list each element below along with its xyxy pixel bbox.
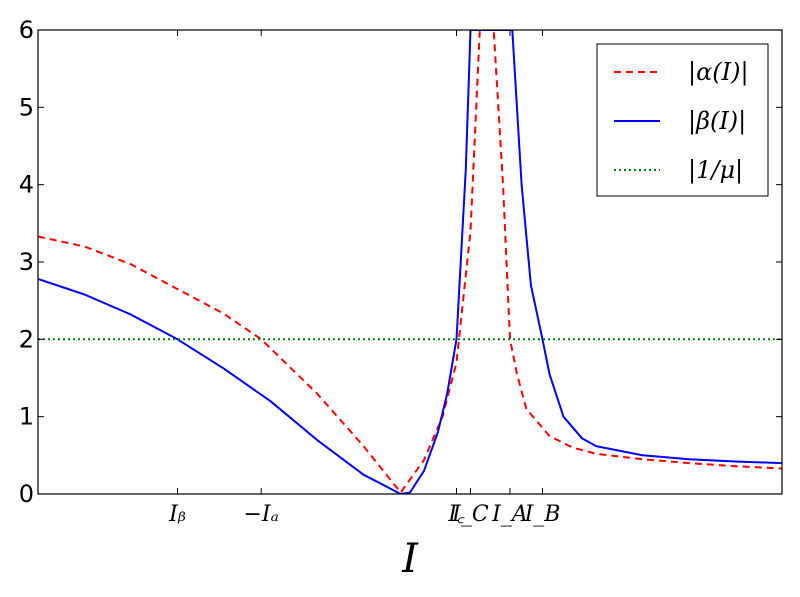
legend-label-2: |β(I)| (688, 107, 746, 136)
legend-label-1: |α(I)| (688, 58, 749, 87)
x-tick-label: I_A (491, 502, 528, 527)
y-axis: 0 1 2 3 4 5 6 (19, 16, 782, 508)
y-tick-label: 5 (19, 93, 34, 121)
legend: |α(I)| |β(I)| |1/μ| (596, 43, 769, 197)
x-axis-label: I (401, 536, 419, 582)
y-tick-label: 4 (19, 171, 34, 199)
x-tick-label: I_C (451, 502, 489, 527)
series-line-2 (38, 30, 782, 494)
y-tick-label: 0 (19, 480, 34, 508)
series-layer (38, 30, 782, 494)
x-axis: Iᵦ −Iₐ I꜀I_C I_AI_B (168, 30, 560, 527)
x-tick-label: I_B (524, 502, 561, 527)
y-tick-label: 6 (19, 16, 34, 44)
y-tick-label: 3 (19, 248, 34, 276)
legend-label-3: |1/μ| (688, 156, 743, 185)
y-tick-label: 2 (19, 325, 34, 353)
x-tick-label: Iᵦ (168, 502, 186, 527)
y-tick-label: 1 (19, 403, 34, 431)
x-tick-label: −Iₐ (244, 502, 279, 527)
x-tick-label: I꜀ (447, 502, 465, 527)
series-line-1 (38, 30, 782, 494)
